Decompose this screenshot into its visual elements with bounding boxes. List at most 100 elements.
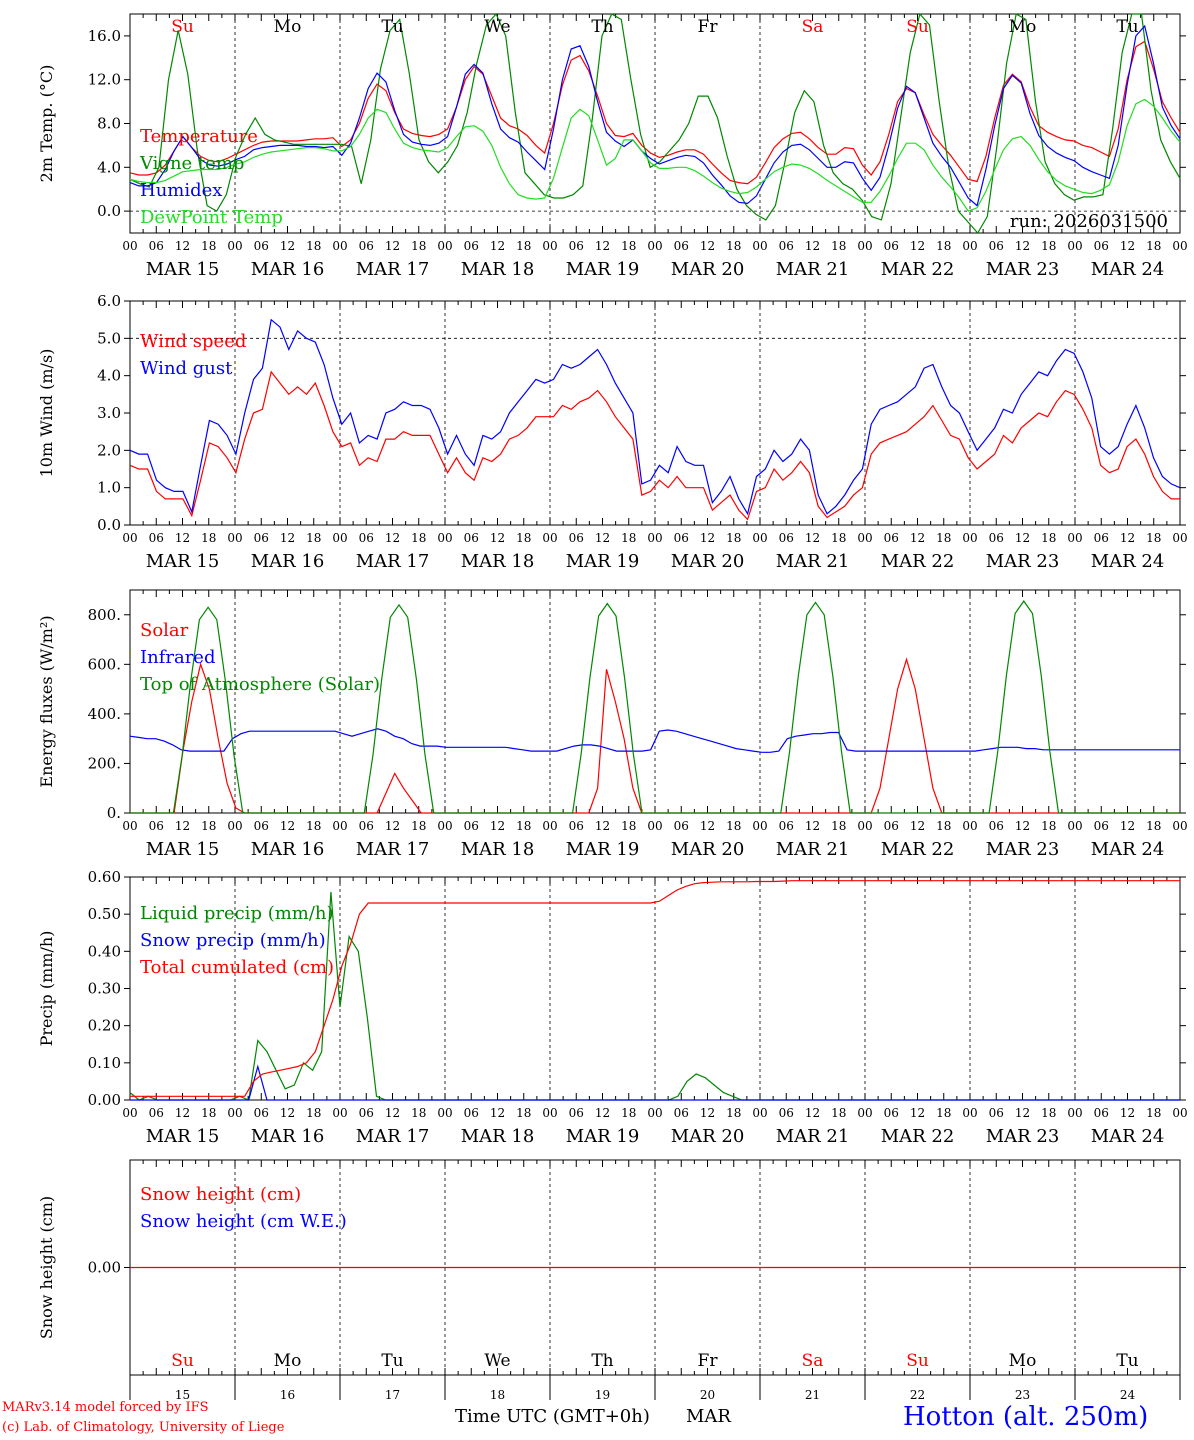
hour-tick-label: 06 bbox=[254, 531, 269, 545]
hour-tick-label: 00 bbox=[1172, 239, 1187, 253]
date-label: MAR 16 bbox=[251, 839, 325, 860]
hour-tick-label: 00 bbox=[752, 819, 767, 833]
y-axis-label: Snow height (cm) bbox=[37, 1196, 56, 1339]
hour-tick-label: 06 bbox=[884, 1106, 899, 1120]
y-tick-label: 0.10 bbox=[88, 1054, 121, 1072]
hour-tick-label: 00 bbox=[122, 531, 137, 545]
hour-tick-label: 18 bbox=[201, 819, 216, 833]
hour-tick-label: 12 bbox=[490, 1106, 505, 1120]
hour-tick-label: 00 bbox=[1067, 531, 1082, 545]
hour-tick-label: 12 bbox=[175, 1106, 190, 1120]
series-line-temperature bbox=[129, 40, 1181, 185]
y-tick-label: 1.0 bbox=[97, 479, 121, 497]
hour-tick-label: 18 bbox=[1146, 239, 1161, 253]
hour-tick-label: 06 bbox=[989, 239, 1004, 253]
day-number-label: 17 bbox=[385, 1388, 400, 1402]
hour-tick-label: 00 bbox=[542, 1106, 557, 1120]
hour-tick-label: 00 bbox=[857, 531, 872, 545]
hour-tick-label: 00 bbox=[1172, 819, 1187, 833]
y-tick-label: 600. bbox=[88, 655, 121, 673]
y-tick-label: 5.0 bbox=[97, 329, 121, 347]
weekday-label: Tu bbox=[381, 1351, 403, 1371]
hour-tick-label: 12 bbox=[490, 819, 505, 833]
date-label: MAR 20 bbox=[671, 259, 745, 280]
hour-tick-label: 06 bbox=[989, 531, 1004, 545]
hour-tick-label: 00 bbox=[542, 819, 557, 833]
x-axis-title: Time UTC (GMT+0h) bbox=[455, 1406, 650, 1427]
hour-tick-label: 00 bbox=[647, 239, 662, 253]
weekday-label: Sa bbox=[802, 17, 824, 37]
y-tick-label: 0.20 bbox=[88, 1017, 121, 1035]
hour-tick-label: 12 bbox=[1120, 531, 1135, 545]
legend-entry: Infrared bbox=[140, 647, 215, 668]
date-label: MAR 22 bbox=[881, 839, 955, 860]
hour-tick-label: 12 bbox=[910, 1106, 925, 1120]
y-tick-label: 6.0 bbox=[97, 292, 121, 310]
hour-tick-label: 00 bbox=[752, 1106, 767, 1120]
hour-tick-label: 06 bbox=[359, 1106, 374, 1120]
date-label: MAR 17 bbox=[356, 551, 430, 572]
day-number-label: 16 bbox=[280, 1388, 295, 1402]
hour-tick-label: 06 bbox=[464, 531, 479, 545]
run-note: run: 2026031500 bbox=[1010, 211, 1168, 232]
hour-tick-label: 18 bbox=[306, 531, 321, 545]
y-tick-label: 0.00 bbox=[88, 1091, 121, 1109]
hour-tick-label: 18 bbox=[621, 239, 636, 253]
y-tick-label: 0.30 bbox=[88, 980, 121, 998]
hour-tick-label: 00 bbox=[542, 239, 557, 253]
hour-tick-label: 00 bbox=[332, 819, 347, 833]
date-label: MAR 15 bbox=[146, 551, 220, 572]
hour-tick-label: 18 bbox=[726, 819, 741, 833]
hour-tick-label: 18 bbox=[516, 239, 531, 253]
hour-tick-label: 18 bbox=[726, 1106, 741, 1120]
date-label: MAR 15 bbox=[146, 259, 220, 280]
hour-tick-label: 18 bbox=[201, 531, 216, 545]
date-label: MAR 21 bbox=[776, 551, 850, 572]
date-label: MAR 20 bbox=[671, 551, 745, 572]
legend-entry: DewPoint Temp bbox=[140, 207, 283, 228]
hour-tick-label: 12 bbox=[595, 1106, 610, 1120]
hour-tick-label: 18 bbox=[936, 239, 951, 253]
series-line-snow-precip-mm-h- bbox=[130, 1064, 1180, 1101]
hour-tick-label: 12 bbox=[700, 239, 715, 253]
date-label: MAR 17 bbox=[356, 259, 430, 280]
y-tick-label: 3.0 bbox=[97, 404, 121, 422]
series-line-dewpoint-temp bbox=[129, 98, 1181, 212]
hour-tick-label: 06 bbox=[149, 531, 164, 545]
y-tick-label: 0.0 bbox=[97, 516, 121, 534]
series-line-wind-gust bbox=[129, 318, 1181, 516]
hour-tick-label: 06 bbox=[569, 1106, 584, 1120]
day-number-label: 20 bbox=[700, 1388, 715, 1402]
hour-tick-label: 06 bbox=[1094, 531, 1109, 545]
hour-tick-label: 06 bbox=[1094, 239, 1109, 253]
date-label: MAR 17 bbox=[356, 1126, 430, 1147]
hour-tick-label: 00 bbox=[122, 239, 137, 253]
legend-entry: Snow height (cm W.E.) bbox=[140, 1211, 347, 1232]
hour-tick-label: 06 bbox=[674, 239, 689, 253]
hour-tick-label: 00 bbox=[1172, 1106, 1187, 1120]
y-tick-label: 8.0 bbox=[97, 115, 121, 133]
hour-tick-label: 06 bbox=[464, 1106, 479, 1120]
hour-tick-label: 12 bbox=[175, 239, 190, 253]
date-label: MAR 19 bbox=[566, 259, 640, 280]
date-label: MAR 18 bbox=[461, 1126, 535, 1147]
hour-tick-label: 00 bbox=[962, 1106, 977, 1120]
hour-tick-label: 00 bbox=[962, 819, 977, 833]
hour-tick-label: 12 bbox=[1015, 1106, 1030, 1120]
legend-entry: Humidex bbox=[140, 180, 222, 201]
hour-tick-label: 18 bbox=[201, 239, 216, 253]
series-line-total-cumulated-cm- bbox=[130, 880, 1180, 1097]
hour-tick-label: 06 bbox=[149, 239, 164, 253]
weekday-label: Su bbox=[171, 17, 194, 37]
hour-tick-label: 12 bbox=[1015, 531, 1030, 545]
hour-tick-label: 06 bbox=[359, 819, 374, 833]
hour-tick-label: 12 bbox=[805, 239, 820, 253]
hour-tick-label: 18 bbox=[516, 819, 531, 833]
date-label: MAR 21 bbox=[776, 839, 850, 860]
date-label: MAR 19 bbox=[566, 839, 640, 860]
hour-tick-label: 06 bbox=[149, 819, 164, 833]
date-label: MAR 20 bbox=[671, 1126, 745, 1147]
hour-tick-label: 00 bbox=[857, 1106, 872, 1120]
hour-tick-label: 12 bbox=[385, 239, 400, 253]
hour-tick-label: 18 bbox=[726, 239, 741, 253]
